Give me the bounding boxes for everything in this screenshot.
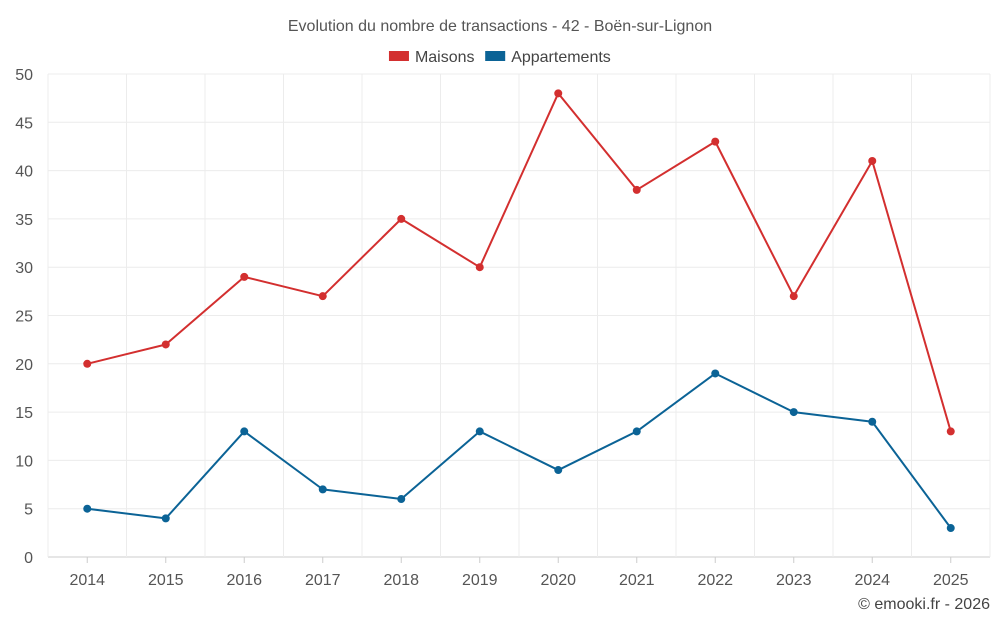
y-tick-label: 20: [15, 357, 33, 374]
y-tick-label: 40: [15, 164, 33, 181]
data-point[interactable]: [475, 427, 484, 436]
series-maisons: [83, 89, 955, 436]
legend-label: Maisons: [415, 49, 475, 66]
legend-label: Appartements: [511, 49, 611, 66]
x-tick-label: 2022: [697, 572, 733, 589]
x-tick-label: 2025: [933, 572, 969, 589]
legend-swatch: [388, 51, 409, 61]
y-tick-label: 25: [15, 309, 33, 326]
data-point[interactable]: [318, 485, 327, 494]
y-tick-label: 10: [15, 453, 33, 470]
data-point[interactable]: [711, 369, 720, 378]
legend-item-appartements[interactable]: Appartements: [485, 49, 611, 66]
y-tick-label: 15: [15, 405, 33, 422]
x-tick-label: 2015: [148, 572, 184, 589]
legend-swatch: [485, 51, 506, 61]
legend: Maisons Appartements: [388, 49, 611, 66]
data-point[interactable]: [318, 292, 327, 301]
data-point[interactable]: [946, 427, 955, 436]
legend-item-maisons[interactable]: Maisons: [388, 49, 475, 66]
data-point[interactable]: [161, 514, 170, 523]
grid-lines: [47, 73, 991, 558]
credit-text: © emooki.fr - 2026: [858, 596, 990, 613]
y-tick-label: 5: [24, 502, 33, 519]
data-point[interactable]: [240, 272, 249, 281]
data-point[interactable]: [397, 214, 406, 223]
series-layer: [83, 89, 955, 533]
data-point[interactable]: [397, 495, 406, 504]
x-tick-label: 2017: [305, 572, 341, 589]
data-point[interactable]: [83, 359, 92, 368]
data-point[interactable]: [240, 427, 249, 436]
chart-title: Evolution du nombre de transactions - 42…: [288, 18, 712, 35]
data-point[interactable]: [632, 427, 641, 436]
data-point[interactable]: [868, 156, 877, 165]
data-point[interactable]: [789, 292, 798, 301]
x-tick-label: 2019: [462, 572, 498, 589]
data-point[interactable]: [554, 466, 563, 475]
x-tick-label: 2018: [383, 572, 419, 589]
x-tick-label: 2016: [226, 572, 262, 589]
x-tick-label: 2020: [540, 572, 576, 589]
y-tick-label: 45: [15, 115, 33, 132]
data-point[interactable]: [789, 408, 798, 417]
data-point[interactable]: [711, 137, 720, 146]
data-point[interactable]: [475, 263, 484, 272]
x-tick-label: 2023: [776, 572, 812, 589]
data-point[interactable]: [554, 89, 563, 98]
data-point[interactable]: [868, 417, 877, 426]
x-tick-label: 2014: [69, 572, 105, 589]
x-axis: 2014 2015 2016 2017 2018 2019 2020 2021 2022 2023…: [69, 557, 969, 589]
series-line: [87, 372, 952, 529]
data-point[interactable]: [632, 185, 641, 194]
data-point[interactable]: [946, 524, 955, 533]
data-point[interactable]: [161, 340, 170, 349]
x-tick-label: 2024: [854, 572, 890, 589]
y-tick-label: 30: [15, 260, 33, 277]
series-line: [87, 92, 952, 432]
y-tick-label: 0: [24, 550, 33, 567]
series-appartements: [83, 369, 955, 533]
y-tick-label: 35: [15, 212, 33, 229]
x-tick-label: 2021: [619, 572, 655, 589]
y-tick-label: 50: [15, 67, 33, 84]
data-point[interactable]: [83, 504, 92, 513]
y-axis: 0 5 10 15 20 25 30 35 40 45 50: [15, 67, 33, 567]
